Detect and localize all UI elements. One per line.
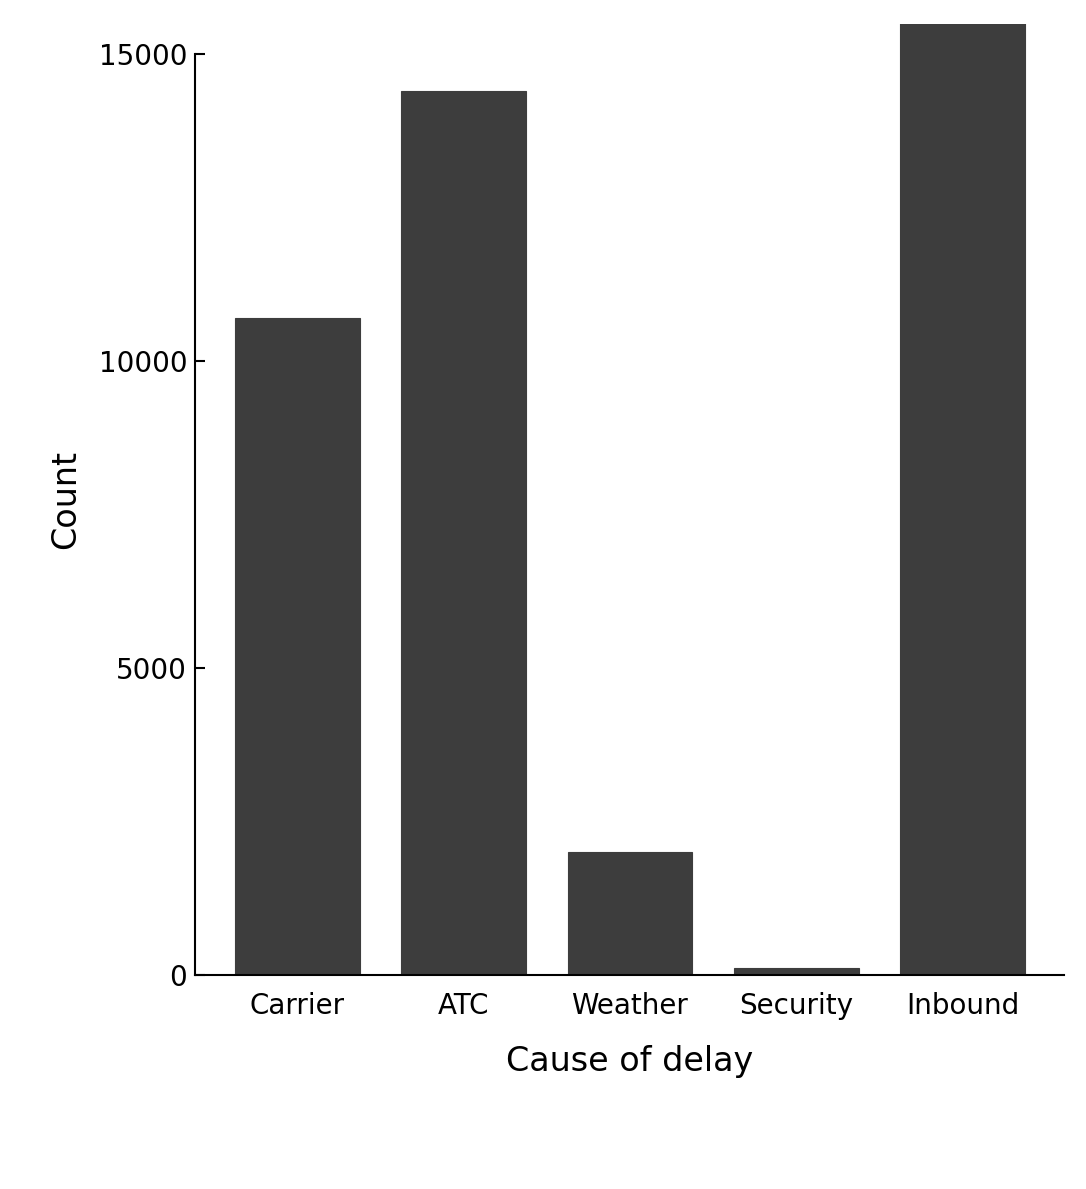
Bar (568, 853, 692, 975)
Bar (734, 968, 859, 975)
Bar (235, 319, 359, 975)
X-axis label: Cause of delay: Cause of delay (506, 1045, 754, 1077)
Bar (900, 0, 1025, 975)
Y-axis label: Count: Count (49, 449, 81, 549)
Bar (401, 92, 526, 975)
